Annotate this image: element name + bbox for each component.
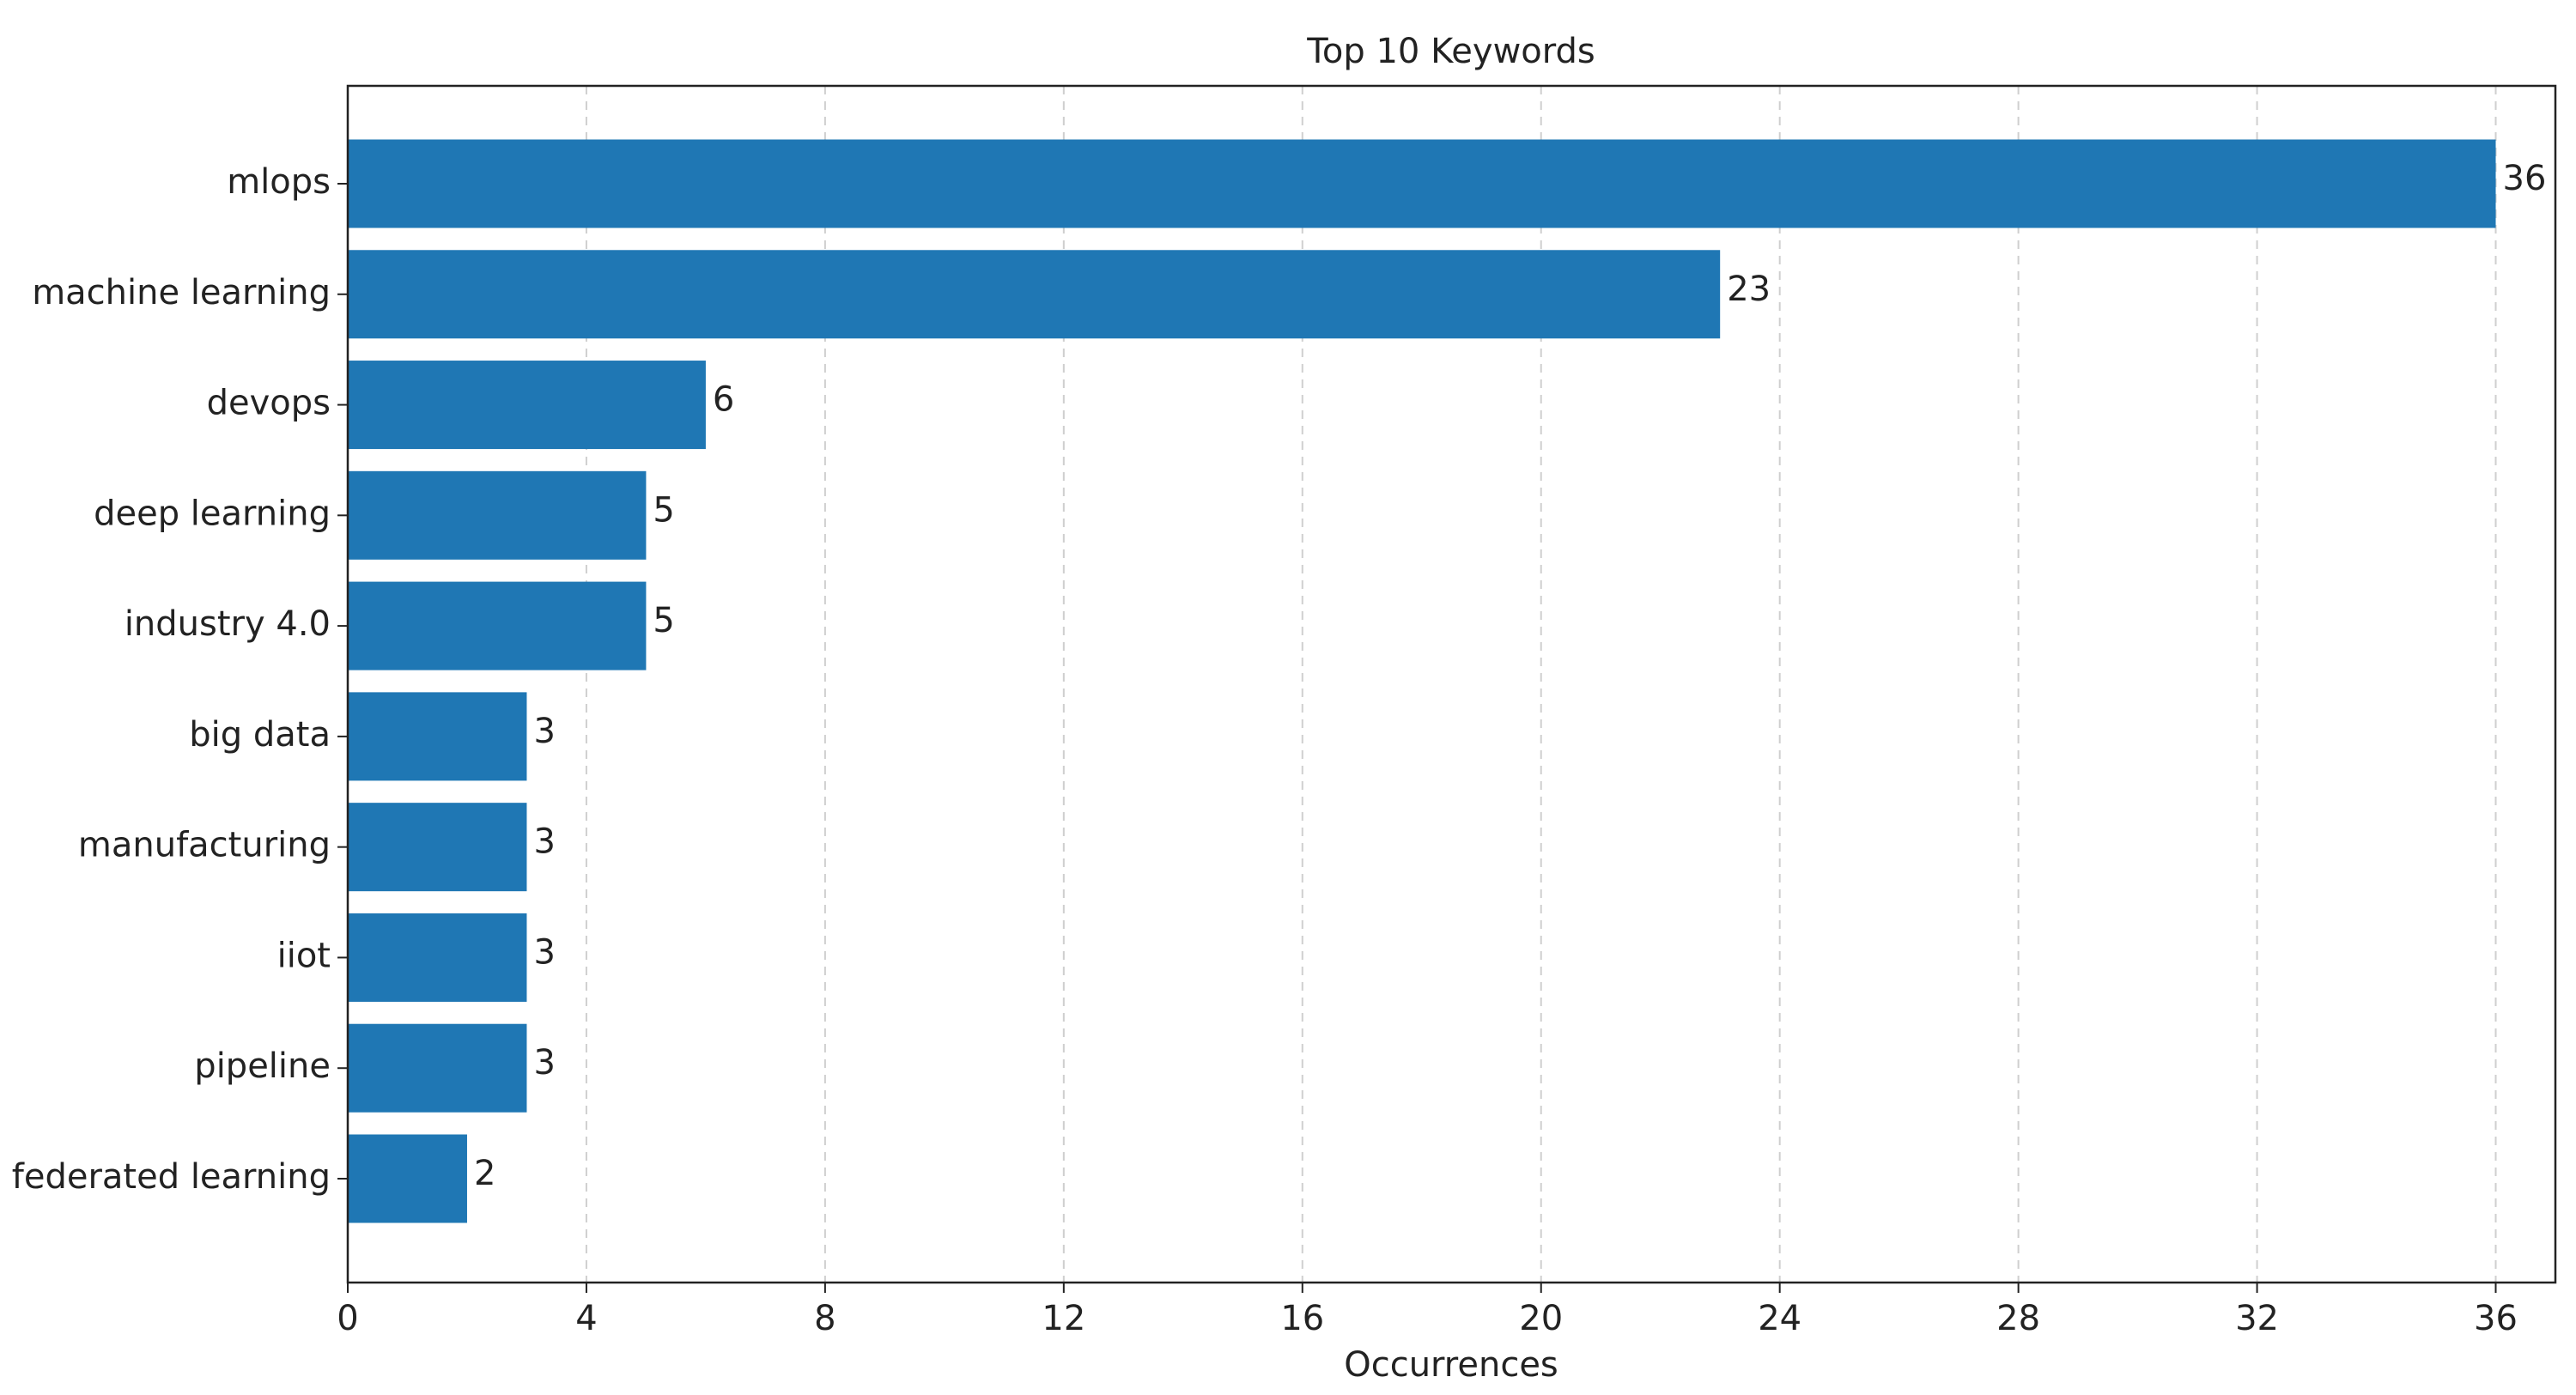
y-tick-label: deep learning bbox=[94, 494, 331, 533]
bar bbox=[348, 581, 647, 670]
value-label: 3 bbox=[533, 712, 555, 751]
x-tick-label: 36 bbox=[2474, 1299, 2518, 1338]
bar bbox=[348, 250, 1721, 339]
x-tick-label: 28 bbox=[1996, 1299, 2040, 1338]
value-label: 5 bbox=[653, 490, 674, 530]
y-tick-label: industry 4.0 bbox=[125, 604, 331, 644]
x-tick-label: 20 bbox=[1519, 1299, 1563, 1338]
x-tick-label: 16 bbox=[1280, 1299, 1324, 1338]
bar bbox=[348, 1023, 527, 1113]
value-label: 3 bbox=[533, 1043, 555, 1083]
x-tick-label: 4 bbox=[575, 1299, 597, 1338]
value-label: 5 bbox=[653, 601, 674, 640]
value-label: 2 bbox=[474, 1154, 495, 1193]
y-tick-label: devops bbox=[207, 384, 331, 423]
bar bbox=[348, 361, 706, 450]
bar bbox=[348, 913, 527, 1002]
bar bbox=[348, 1134, 467, 1223]
chart-title: Top 10 Keywords bbox=[1306, 32, 1595, 71]
x-axis-label: Occurrences bbox=[1344, 1345, 1558, 1385]
bar bbox=[348, 139, 2496, 228]
x-tick-label: 0 bbox=[337, 1299, 358, 1338]
x-tick-label: 24 bbox=[1758, 1299, 1801, 1338]
y-tick-label: machine learning bbox=[32, 273, 331, 312]
value-label: 3 bbox=[533, 932, 555, 972]
y-tick-label: mlops bbox=[227, 162, 331, 202]
bar bbox=[348, 692, 527, 781]
bar bbox=[348, 803, 527, 892]
y-tick-label: federated learning bbox=[12, 1157, 331, 1197]
value-label: 3 bbox=[533, 822, 555, 862]
x-tick-label: 32 bbox=[2235, 1299, 2279, 1338]
x-tick-label: 12 bbox=[1042, 1299, 1085, 1338]
y-tick-label: big data bbox=[189, 715, 331, 755]
y-tick-label: pipeline bbox=[194, 1046, 331, 1086]
bar bbox=[348, 470, 647, 560]
plot-frame bbox=[346, 84, 2557, 1284]
x-tick-label: 8 bbox=[814, 1299, 835, 1338]
value-label: 36 bbox=[2503, 159, 2547, 198]
y-tick-label: iiot bbox=[277, 936, 331, 975]
value-label: 23 bbox=[1727, 270, 1771, 309]
y-tick-label: manufacturing bbox=[78, 826, 331, 865]
value-label: 6 bbox=[713, 380, 734, 420]
